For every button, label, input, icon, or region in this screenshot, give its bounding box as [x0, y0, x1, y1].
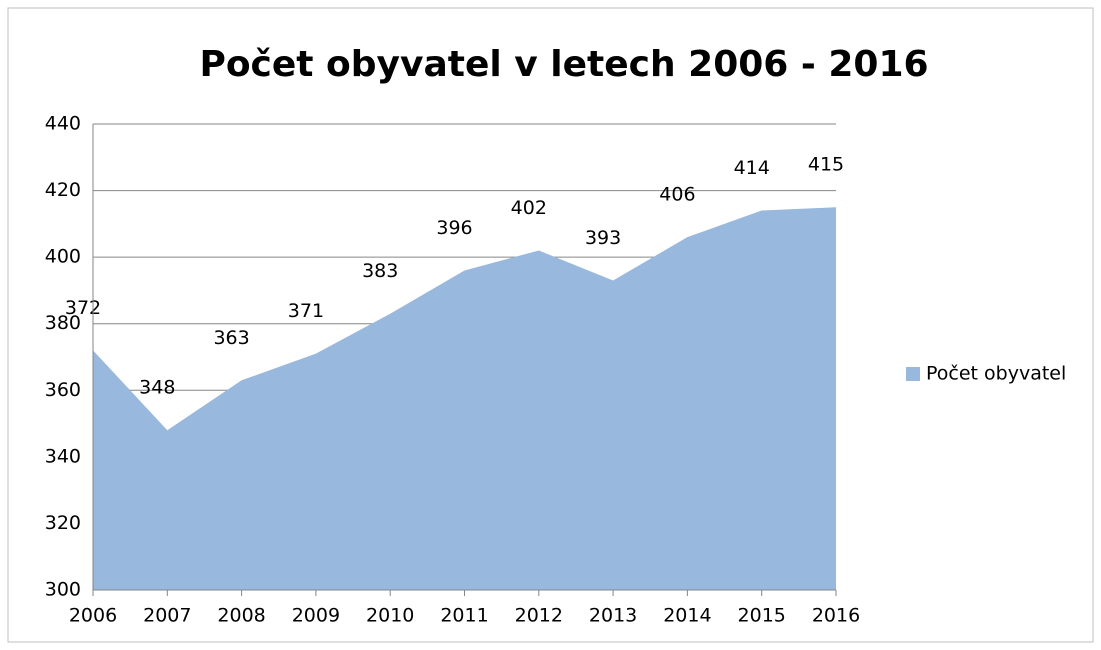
data-label: 363: [213, 327, 249, 349]
y-tick-label: 420: [45, 179, 81, 201]
area: [93, 207, 836, 590]
x-tick-label: 2010: [366, 605, 414, 627]
x-tick-label: 2015: [738, 605, 786, 627]
x-tick-label: 2014: [663, 605, 711, 627]
data-label: 406: [659, 184, 695, 206]
y-tick-label: 300: [45, 579, 81, 601]
x-tick-label: 2008: [217, 605, 265, 627]
x-tick-label: 2013: [589, 605, 637, 627]
data-label: 414: [734, 157, 770, 179]
legend-label: Počet obyvatel: [926, 363, 1066, 385]
data-label: 371: [288, 300, 324, 322]
x-tick-label: 2012: [515, 605, 563, 627]
x-tick-label: 2009: [292, 605, 340, 627]
x-tick-label: 2007: [143, 605, 191, 627]
data-label: 383: [362, 260, 398, 282]
y-tick-label: 400: [45, 246, 81, 268]
y-tick-label: 320: [45, 512, 81, 534]
data-label: 348: [139, 377, 175, 399]
legend-swatch: [906, 367, 920, 381]
y-tick-label: 340: [45, 445, 81, 467]
data-label: 372: [65, 297, 101, 319]
x-tick-label: 2016: [812, 605, 860, 627]
chart-title: Počet obyvatel v letech 2006 - 2016: [199, 44, 928, 85]
x-tick-label: 2006: [69, 605, 117, 627]
y-tick-label: 440: [45, 113, 81, 135]
data-label: 415: [808, 154, 844, 176]
y-tick-label: 380: [45, 312, 81, 334]
data-label: 393: [585, 227, 621, 249]
data-label: 402: [511, 197, 547, 219]
y-tick-label: 360: [45, 379, 81, 401]
x-tick-label: 2011: [440, 605, 488, 627]
data-label: 396: [436, 217, 472, 239]
